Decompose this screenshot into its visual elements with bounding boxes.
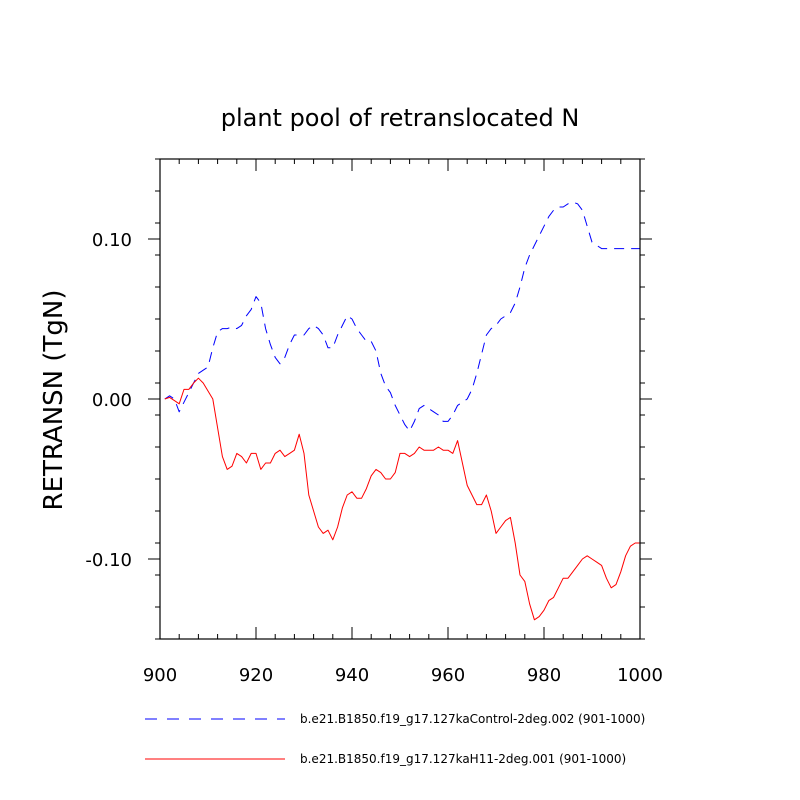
legend: b.e21.B1850.f19_g17.127kaControl-2deg.00…	[145, 712, 645, 766]
minor-ticks	[155, 158, 645, 640]
legend-label-h11: b.e21.B1850.f19_g17.127kaH11-2deg.001 (9…	[300, 752, 626, 766]
y-axis-title: RETRANSN (TgN)	[39, 290, 69, 511]
legend-item-control: b.e21.B1850.f19_g17.127kaControl-2deg.00…	[145, 712, 645, 726]
x-tick-labels: 900 920 940 960 980 1000	[143, 665, 663, 686]
series-line-control	[164, 201, 640, 432]
x-tick-label: 980	[527, 665, 561, 686]
y-tick-label: 0.00	[92, 390, 132, 411]
x-tick-label: 920	[239, 665, 273, 686]
x-tick-label: 900	[143, 665, 177, 686]
plot-area: 900 920 940 960 980 1000 -0.10 0.00 0.10	[85, 158, 663, 686]
series-lines	[164, 201, 640, 621]
y-tick-labels: -0.10 0.00 0.10	[85, 230, 132, 571]
chart-title: plant pool of retranslocated N	[221, 104, 580, 132]
legend-label-control: b.e21.B1850.f19_g17.127kaControl-2deg.00…	[300, 712, 645, 726]
plot-frame	[159, 158, 641, 640]
y-tick-label: 0.10	[92, 230, 132, 251]
x-tick-label: 1000	[617, 665, 663, 686]
x-tick-label: 960	[431, 665, 465, 686]
y-tick-label: -0.10	[85, 550, 132, 571]
x-tick-label: 940	[335, 665, 369, 686]
legend-item-h11: b.e21.B1850.f19_g17.127kaH11-2deg.001 (9…	[145, 752, 626, 766]
series-line-h11	[164, 377, 640, 621]
